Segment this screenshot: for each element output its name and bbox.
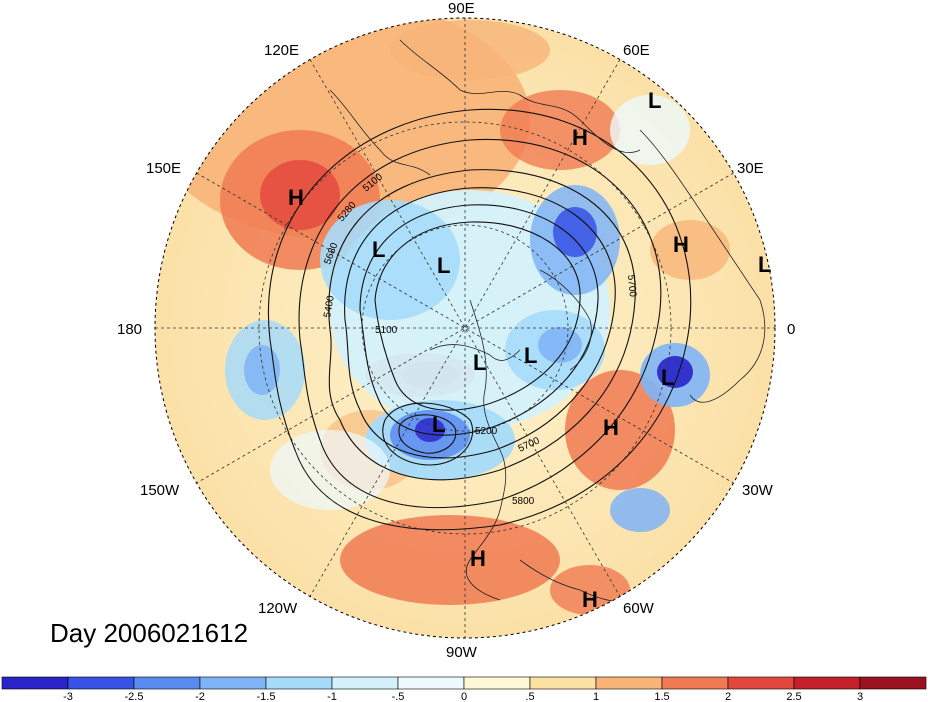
colorbar-swatch: [859, 676, 927, 690]
colorbar-swatch: [727, 676, 795, 690]
high-pressure-marker: H: [288, 185, 304, 210]
low-pressure-marker: L: [648, 88, 661, 113]
contour-label: 5100: [375, 325, 398, 336]
lon-label: 120E: [264, 42, 299, 59]
colorbar-swatch: [529, 676, 597, 690]
colorbar-tick-label: -1: [327, 691, 337, 702]
contour-label: 5700: [625, 274, 638, 298]
colorbar-swatch: [199, 676, 267, 690]
high-pressure-marker: H: [572, 125, 588, 150]
colorbar-tick-label: -3: [63, 691, 73, 702]
colorbar-swatch: [133, 676, 201, 690]
map-boundary: [154, 17, 776, 639]
longitude-labels: 90E 60E 30E 0 30W 60W 90W 120W 150W 180 …: [117, 0, 795, 661]
low-pressure-marker: L: [524, 343, 537, 368]
low-pressure-marker: L: [437, 253, 450, 278]
colorbar-swatch: [1, 676, 69, 690]
graticule: [155, 18, 775, 638]
lon-label: 90E: [448, 0, 475, 17]
high-pressure-marker: H: [470, 546, 486, 571]
colorbar-swatch: [397, 676, 465, 690]
colorbar-tick-label: -2.5: [125, 691, 144, 702]
colorbar-swatch: [331, 676, 399, 690]
low-pressure-marker: L: [473, 350, 486, 375]
colorbar-tick-label: 0: [461, 691, 467, 702]
low-pressure-marker: L: [661, 365, 674, 390]
high-pressure-marker: H: [673, 232, 689, 257]
lon-label: 30E: [737, 160, 764, 177]
contour-label: 5800: [512, 496, 535, 507]
colorbar-swatch: [595, 676, 663, 690]
low-pressure-marker: L: [758, 252, 771, 277]
lon-label: 150E: [146, 160, 181, 177]
colorbar-swatch: [463, 676, 531, 690]
height-contours: [268, 108, 692, 531]
colorbar-tick-label: -1.5: [257, 691, 276, 702]
plot-title: Day 2006021612: [50, 618, 249, 648]
contour-label: 5200: [475, 426, 498, 437]
lon-label: 120W: [258, 600, 298, 617]
colorbar-tick-label: -.5: [392, 691, 405, 702]
colorbar-swatch: [265, 676, 333, 690]
colorbar-tick-label: -2: [195, 691, 205, 702]
colorbar-tick-label: 3: [857, 691, 863, 702]
lon-label: 0: [787, 321, 795, 338]
colorbar: -3 -2.5 -2 -1.5 -1 -.5 0 .5 1 1.5 2 2.5 3: [1, 676, 927, 702]
lon-label: 150W: [140, 482, 180, 499]
colorbar-swatch: [661, 676, 729, 690]
lon-label: 60W: [623, 600, 655, 617]
lon-label: 60E: [623, 42, 650, 59]
colorbar-tick-label: 2: [725, 691, 731, 702]
colorbar-swatch: [67, 676, 135, 690]
low-pressure-marker: L: [432, 412, 445, 437]
lon-label: 90W: [446, 644, 478, 661]
lon-label: 180: [117, 321, 142, 338]
colorbar-tick-label: 1.5: [654, 691, 669, 702]
low-pressure-marker: L: [372, 237, 385, 262]
colorbar-tick-label: .5: [525, 691, 534, 702]
high-pressure-marker: H: [582, 587, 598, 612]
colorbar-swatch: [793, 676, 861, 690]
colorbar-tick-label: 2.5: [786, 691, 801, 702]
lon-label: 30W: [742, 482, 774, 499]
coastlines: [329, 39, 766, 603]
contour-label: 5400: [322, 294, 337, 318]
high-pressure-marker: H: [603, 415, 619, 440]
colorbar-tick-label: 1: [593, 691, 599, 702]
pressure-centers: H L L H L H L L L L L H H H: [288, 88, 771, 612]
